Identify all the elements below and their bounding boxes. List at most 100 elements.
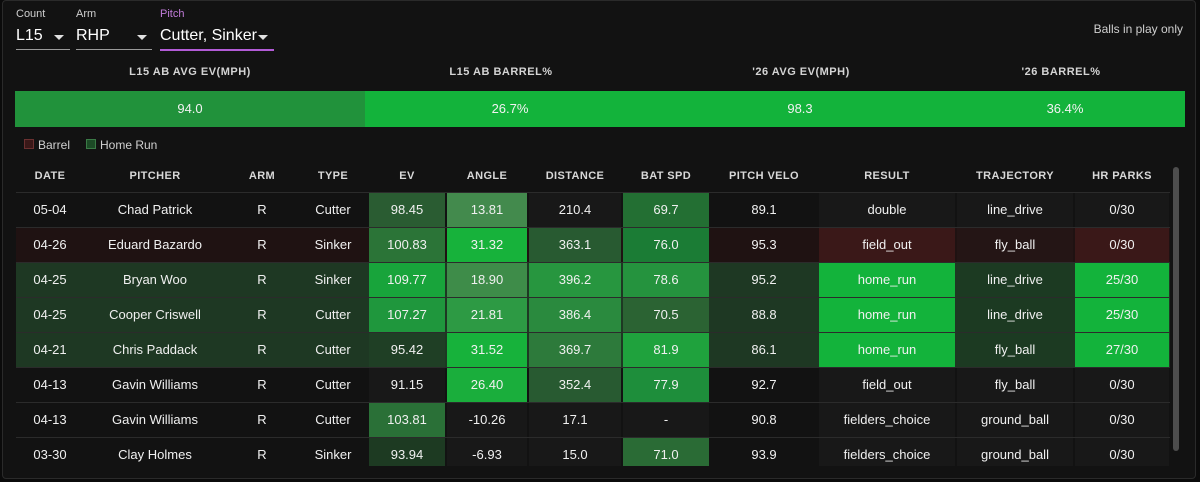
cell-result: field_out (819, 368, 955, 402)
cell-angle: 13.81 (447, 193, 527, 227)
cell-arm: R (257, 237, 267, 252)
cell-pitch-velo: 86.1 (751, 342, 777, 357)
col-header-angle[interactable]: ANGLE (466, 170, 508, 182)
pitch-filter-label: Pitch (160, 8, 185, 20)
table-row[interactable]: 04-25 Bryan Woo R Sinker 109.77 18.90 396.2 78.… (16, 262, 1170, 297)
cell-ev: 103.81 (369, 403, 445, 437)
cell-hr-parks: 0/30 (1075, 403, 1169, 437)
cell-angle: -6.93 (447, 438, 527, 466)
cell-distance: 363.1 (529, 228, 621, 262)
table-row[interactable]: 04-13 Gavin Williams R Cutter 103.81 -10.26 17… (16, 402, 1170, 437)
summary-value-l15-avg-ev: 94.0 (15, 91, 365, 127)
cell-type: Cutter (315, 412, 351, 427)
cell-ev: 98.45 (369, 193, 445, 227)
cell-hr-parks: 0/30 (1075, 368, 1169, 402)
cell-pitch-velo: 92.7 (751, 377, 777, 392)
cell-pitcher: Bryan Woo (122, 272, 188, 287)
col-header-trajectory[interactable]: TRAJECTORY (976, 170, 1054, 182)
cell-arm: R (257, 307, 267, 322)
cell-trajectory: fly_ball (957, 333, 1073, 367)
cell-date: 04-13 (33, 377, 67, 392)
cell-arm: R (257, 272, 267, 287)
cell-pitcher: Eduard Bazardo (108, 237, 202, 252)
table-row[interactable]: 04-13 Gavin Williams R Cutter 91.15 26.40 352.… (16, 367, 1170, 402)
barrel-swatch (24, 139, 34, 149)
cell-trajectory: fly_ball (957, 228, 1073, 262)
cell-ev: 107.27 (369, 298, 445, 332)
cell-arm: R (257, 447, 267, 462)
cell-date: 04-13 (33, 412, 67, 427)
cell-bat-spd: 78.6 (623, 263, 709, 297)
cell-type: Cutter (315, 307, 351, 322)
cell-distance: 369.7 (529, 333, 621, 367)
col-header-distance[interactable]: DISTANCE (545, 170, 605, 182)
legend-home-run-label: Home Run (100, 138, 158, 152)
cell-pitch-velo: 88.8 (751, 307, 777, 322)
cell-bat-spd: 76.0 (623, 228, 709, 262)
cell-date: 04-26 (33, 237, 67, 252)
cell-ev: 93.94 (369, 438, 445, 466)
cell-result: field_out (819, 228, 955, 262)
cell-pitcher: Cooper Criswell (109, 307, 201, 322)
col-header-pitcher[interactable]: PITCHER (129, 170, 181, 182)
cell-distance: 352.4 (529, 368, 621, 402)
cell-bat-spd: 81.9 (623, 333, 709, 367)
cell-bat-spd: 70.5 (623, 298, 709, 332)
balls-in-play-note: Balls in play only (1093, 22, 1183, 36)
count-select[interactable]: L15 (16, 23, 70, 50)
cell-trajectory: ground_ball (957, 403, 1073, 437)
col-header-hr-parks[interactable]: HR PARKS (1092, 170, 1152, 182)
pitch-select[interactable]: Cutter, Sinker (160, 23, 274, 51)
cell-trajectory: ground_ball (957, 438, 1073, 466)
col-header-arm[interactable]: ARM (248, 170, 276, 182)
summary-header-26-barrel: '26 BARREL% (1021, 66, 1101, 78)
cell-pitch-velo: 95.3 (751, 237, 777, 252)
cell-type: Sinker (314, 272, 352, 287)
table-row[interactable]: 04-21 Chris Paddack R Cutter 95.42 31.52 369.7… (16, 332, 1170, 367)
table-row[interactable]: 05-04 Chad Patrick R Cutter 98.45 13.81 210.4 6… (16, 192, 1170, 227)
cell-hr-parks: 25/30 (1075, 263, 1169, 297)
col-header-bat-spd[interactable]: BAT SPD (640, 170, 692, 182)
cell-ev: 91.15 (369, 368, 445, 402)
cell-hr-parks: 0/30 (1075, 228, 1169, 262)
cell-type: Sinker (314, 447, 352, 462)
col-header-date[interactable]: DATE (34, 170, 66, 182)
cell-result: fielders_choice (819, 403, 955, 437)
cell-distance: 17.1 (529, 403, 621, 437)
cell-pitcher: Chris Paddack (112, 342, 198, 357)
cell-result: home_run (819, 333, 955, 367)
cell-hr-parks: 25/30 (1075, 298, 1169, 332)
arm-select-value: RHP (76, 27, 110, 44)
cell-arm: R (257, 342, 267, 357)
batted-ball-table: DATE PITCHER ARM TYPE EV ANGLE DISTANCE BAT SPD… (16, 161, 1170, 466)
table-scrollbar-thumb[interactable] (1173, 167, 1179, 451)
cell-pitcher: Gavin Williams (112, 377, 198, 392)
summary-header-l15-barrel: L15 AB BARREL% (449, 66, 553, 78)
cell-bat-spd: - (623, 403, 709, 437)
table-row[interactable]: 04-26 Eduard Bazardo R Sinker 100.83 31.32 363… (16, 227, 1170, 262)
arm-filter-label: Arm (76, 8, 97, 20)
table-row[interactable]: 03-30 Clay Holmes R Sinker 93.94 -6.93 15.0 71.… (16, 437, 1170, 466)
legend-barrel-label: Barrel (38, 138, 71, 152)
summary-value-l15-barrel: 26.7% (365, 91, 655, 127)
cell-pitch-velo: 93.9 (751, 447, 777, 462)
col-header-pitch-velo[interactable]: PITCH VELO (728, 170, 799, 182)
table-header: DATE PITCHER ARM TYPE EV ANGLE DISTANCE BAT SPD… (16, 161, 1170, 192)
cell-ev: 109.77 (369, 263, 445, 297)
cell-hr-parks: 0/30 (1075, 438, 1169, 466)
cell-result: double (819, 193, 955, 227)
cell-trajectory: fly_ball (957, 368, 1073, 402)
cell-ev: 100.83 (369, 228, 445, 262)
cell-type: Sinker (314, 237, 352, 252)
cell-date: 04-21 (33, 342, 67, 357)
arm-select[interactable]: RHP (76, 23, 152, 50)
cell-angle: 31.32 (447, 228, 527, 262)
cell-date: 03-30 (33, 447, 67, 462)
col-header-type[interactable]: TYPE (317, 170, 349, 182)
table-row[interactable]: 04-25 Cooper Criswell R Cutter 107.27 21.81 38… (16, 297, 1170, 332)
cell-type: Cutter (315, 342, 351, 357)
summary-bar: 94.0 26.7% 98.3 36.4% (15, 91, 1185, 127)
col-header-ev[interactable]: EV (399, 170, 415, 182)
cell-arm: R (257, 412, 267, 427)
col-header-result[interactable]: RESULT (864, 170, 910, 182)
